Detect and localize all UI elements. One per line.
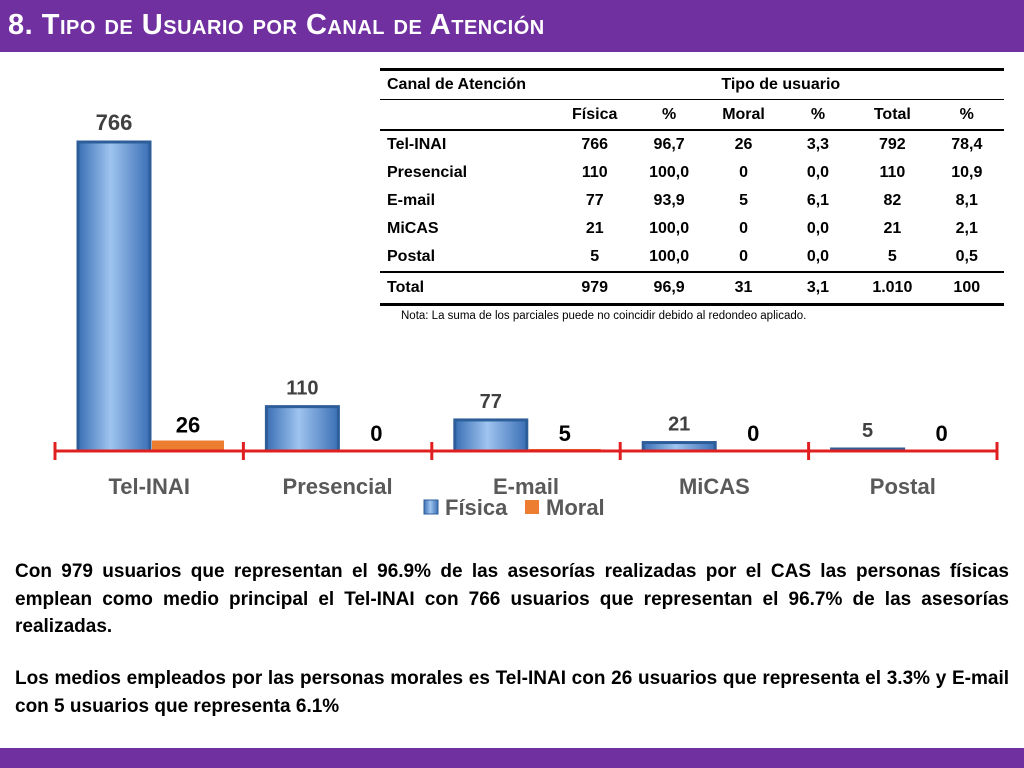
cell: 21: [585, 220, 604, 237]
bar-chart: 766 26 Tel-INAI 110 0 Presencial 77 5 E-mail 21 0 M…: [53, 110, 999, 520]
cell: 1.010: [855, 271, 930, 306]
table-header-row: Canal de Atención Tipo de usuario: [380, 68, 1004, 100]
cell: 78,4: [951, 136, 983, 153]
table-row: MiCAS 21 100,0 0 0,0 21 2,1: [380, 215, 1004, 243]
cell: 5: [887, 248, 897, 265]
legend-label-moral: Moral: [546, 495, 605, 520]
bar-fisica-tel-inai: [76, 140, 152, 453]
cell: 110: [879, 164, 906, 181]
table-row: E-mail 77 93,9 5 6,1 82 8,1: [380, 187, 1004, 215]
bar-fisica-presencial: [264, 405, 340, 453]
cell: 10,9: [951, 164, 983, 181]
value-label-fisica: 5: [862, 420, 873, 442]
category-label: Presencial: [283, 474, 393, 499]
row-label: Presencial: [387, 164, 468, 181]
value-label-moral: 0: [370, 421, 382, 446]
row-label: MiCAS: [387, 220, 439, 237]
category-label: Postal: [870, 474, 936, 499]
paragraph-moral: Los medios empleados por las personas mo…: [15, 668, 1009, 717]
table-subheader-row: Física % Moral % Total %: [380, 99, 1004, 131]
header-empty: [380, 99, 558, 131]
cell: 766: [581, 136, 609, 153]
row-label: Total: [380, 271, 558, 306]
table-note: Nota: La suma de los parciales puede no …: [401, 310, 807, 322]
cell: 96,9: [631, 271, 707, 306]
category-label: MiCAS: [679, 474, 750, 499]
cell: 26: [734, 136, 753, 153]
cell: 100,0: [649, 248, 690, 265]
cell: 0: [739, 164, 748, 181]
cell: 77: [585, 192, 604, 209]
cell: 100: [929, 271, 1004, 306]
header-pct-total: %: [929, 99, 1004, 131]
cell: 93,9: [653, 192, 685, 209]
cell: 0,0: [806, 164, 830, 181]
value-label-moral: 26: [176, 413, 200, 438]
cell: 3,3: [806, 136, 830, 153]
legend-label-fisica: Física: [445, 495, 508, 520]
data-table: Canal de Atención Tipo de usuario Física…: [380, 68, 1004, 306]
value-label-fisica: 766: [96, 110, 133, 135]
table-row: Postal 5 100,0 0 0,0 5 0,5: [380, 243, 1004, 272]
bar-moral-tel-inai: [152, 440, 224, 451]
cell: 110: [581, 164, 608, 181]
cell: 5: [590, 248, 600, 265]
value-label-moral: 0: [935, 421, 947, 446]
legend-swatch-fisica: [423, 499, 439, 515]
bar-fisica-e-mail: [453, 418, 529, 453]
row-label: Postal: [387, 248, 436, 265]
header-fisica: Física: [557, 99, 632, 131]
cell: 82: [883, 192, 902, 209]
cell: 0,5: [955, 248, 978, 265]
category-label: E-mail: [493, 474, 559, 499]
header-group: Tipo de usuario: [557, 68, 1004, 100]
table-row: Presencial 110 100,0 0 0,0 110 10,9: [380, 159, 1004, 187]
cell: 979: [557, 271, 632, 306]
cell: 2,1: [955, 220, 978, 237]
value-label-fisica: 77: [480, 391, 502, 413]
cell: 21: [883, 220, 902, 237]
value-label-moral: 5: [559, 421, 571, 446]
category-label: Tel-INAI: [108, 474, 189, 499]
header-pct-moral: %: [780, 99, 856, 131]
cell: 0,0: [806, 220, 830, 237]
cell: 0,0: [806, 248, 830, 265]
row-label: E-mail: [387, 192, 436, 209]
value-label-fisica: 110: [286, 378, 318, 400]
cell: 100,0: [649, 164, 690, 181]
paragraph-fisica: Con 979 usuarios que representan el 96.9…: [15, 561, 1009, 638]
bottom-bar: [0, 748, 1024, 768]
table-total-row: Total 979 96,9 31 3,1 1.010 100: [380, 271, 1004, 306]
row-label: Tel-INAI: [387, 136, 447, 153]
cell: 31: [706, 271, 781, 306]
header-moral: Moral: [706, 99, 781, 131]
header-total: Total: [855, 99, 930, 131]
cell: 6,1: [806, 192, 830, 209]
cell: 3,1: [780, 271, 856, 306]
cell: 100,0: [649, 220, 690, 237]
value-label-fisica: 21: [668, 414, 690, 436]
cell: 5: [739, 192, 748, 209]
legend-swatch-moral: [525, 500, 539, 514]
slide-title: 8. Tipo de Usuario por Canal de Atención: [8, 9, 545, 41]
cell: 0: [739, 248, 748, 265]
cell: 0: [739, 220, 748, 237]
cell: 792: [878, 136, 906, 153]
header-pct-fisica: %: [631, 99, 707, 131]
title-bar: 8. Tipo de Usuario por Canal de Atención: [0, 0, 1024, 52]
table-row: Tel-INAI 766 96,7 26 3,3 792 78,4: [380, 130, 1004, 159]
cell: 8,1: [955, 192, 978, 209]
header-channel: Canal de Atención: [380, 68, 558, 100]
cell: 96,7: [653, 136, 685, 153]
value-label-moral: 0: [747, 421, 759, 446]
